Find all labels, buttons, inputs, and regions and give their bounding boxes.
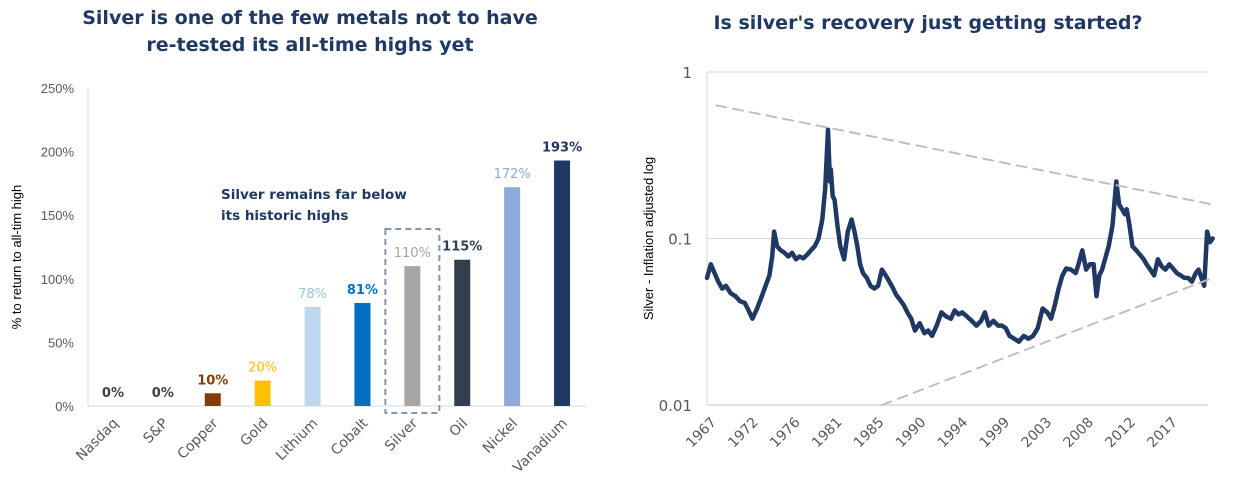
x-tick-label: Nickel bbox=[480, 416, 521, 457]
data-label: 0% bbox=[152, 386, 174, 401]
data-label: 193% bbox=[542, 141, 582, 156]
y-tick-label: 0.01 bbox=[659, 397, 692, 415]
x-tick-label: 1972 bbox=[725, 415, 762, 452]
x-tick-label: 1990 bbox=[893, 415, 930, 452]
lower-trendline bbox=[880, 276, 1214, 406]
y-tick-label: 100% bbox=[41, 272, 75, 287]
bar-nickel bbox=[504, 187, 521, 406]
x-tick-label: Cobalt bbox=[328, 415, 372, 459]
y-axis-label: % to return to all-tim high bbox=[9, 185, 24, 330]
data-label: 81% bbox=[347, 283, 378, 298]
y-tick-label: 1 bbox=[682, 64, 692, 82]
x-tick-label: Nasdaq bbox=[73, 416, 122, 465]
y-tick-label: 150% bbox=[41, 208, 75, 223]
y-tick-label: 200% bbox=[41, 145, 75, 160]
data-label: 0% bbox=[102, 386, 124, 401]
bar-lithium bbox=[304, 306, 321, 406]
bar-copper bbox=[204, 393, 221, 406]
left-chart-title: Silver is one of the few metals not to h… bbox=[0, 5, 620, 59]
bar-cobalt bbox=[354, 302, 371, 406]
data-label: 20% bbox=[248, 361, 277, 376]
bar-vanadium bbox=[554, 160, 571, 406]
x-tick-label: 2008 bbox=[1060, 415, 1097, 452]
right-chart-title: Is silver's recovery just getting starte… bbox=[713, 12, 1143, 34]
x-tick-label: Silver bbox=[382, 415, 421, 454]
y-tick-label: 0.1 bbox=[668, 231, 692, 249]
annotation-line-1: Silver remains far below bbox=[221, 187, 407, 203]
x-tick-label: Lithium bbox=[273, 416, 321, 464]
x-tick-label: Gold bbox=[237, 416, 271, 450]
x-tick-label: 2003 bbox=[1019, 415, 1056, 452]
x-tick-label: Copper bbox=[175, 415, 222, 462]
x-tick-label: 1985 bbox=[851, 415, 888, 452]
y-tick-label: 50% bbox=[48, 335, 74, 350]
x-tick-label: Vanadium bbox=[510, 416, 571, 477]
x-tick-label: 2017 bbox=[1144, 415, 1181, 452]
right-chart-panel: Is silver's recovery just getting starte… bbox=[620, 0, 1236, 488]
y-axis-label: Silver - Inflation adjusted log bbox=[641, 157, 656, 320]
data-label: 78% bbox=[298, 287, 327, 302]
x-tick-label: 1981 bbox=[809, 415, 846, 452]
bar-oil bbox=[454, 259, 471, 406]
left-chart-title-line-1: Silver is one of the few metals not to h… bbox=[82, 7, 538, 29]
y-tick-label: 0% bbox=[55, 399, 74, 414]
bar-chart: 0% 50% 100% 150% 200% 250% % to return to all-… bbox=[9, 81, 587, 477]
data-label: 110% bbox=[394, 246, 431, 261]
x-tick-label: 1976 bbox=[767, 414, 804, 451]
y-tick-label: 250% bbox=[41, 81, 75, 96]
x-tick-label: 1999 bbox=[977, 415, 1014, 452]
annotation-line-2: its historic highs bbox=[221, 208, 348, 224]
x-tick-label: 1967 bbox=[683, 415, 720, 452]
x-tick-label: 2012 bbox=[1102, 415, 1139, 452]
upper-trendline bbox=[715, 104, 1214, 206]
x-tick-label: S&P bbox=[140, 416, 171, 447]
silver-price-line bbox=[704, 127, 1215, 344]
left-chart-panel: Silver is one of the few metals not to h… bbox=[0, 5, 620, 477]
line-chart: 0.01 0.1 1 Silver - Inflation adjusted log 1… bbox=[641, 64, 1215, 452]
silver-highlight-box bbox=[384, 228, 441, 414]
left-chart-title-line-2: re-tested its all-time highs yet bbox=[146, 34, 474, 56]
x-tick-label: 1994 bbox=[935, 414, 972, 451]
bar-silver bbox=[404, 266, 421, 406]
x-tick-label: Oil bbox=[446, 416, 471, 441]
data-label: 172% bbox=[494, 167, 531, 182]
bar-gold bbox=[254, 380, 271, 406]
data-label: 10% bbox=[197, 373, 228, 388]
data-label: 115% bbox=[442, 240, 482, 255]
